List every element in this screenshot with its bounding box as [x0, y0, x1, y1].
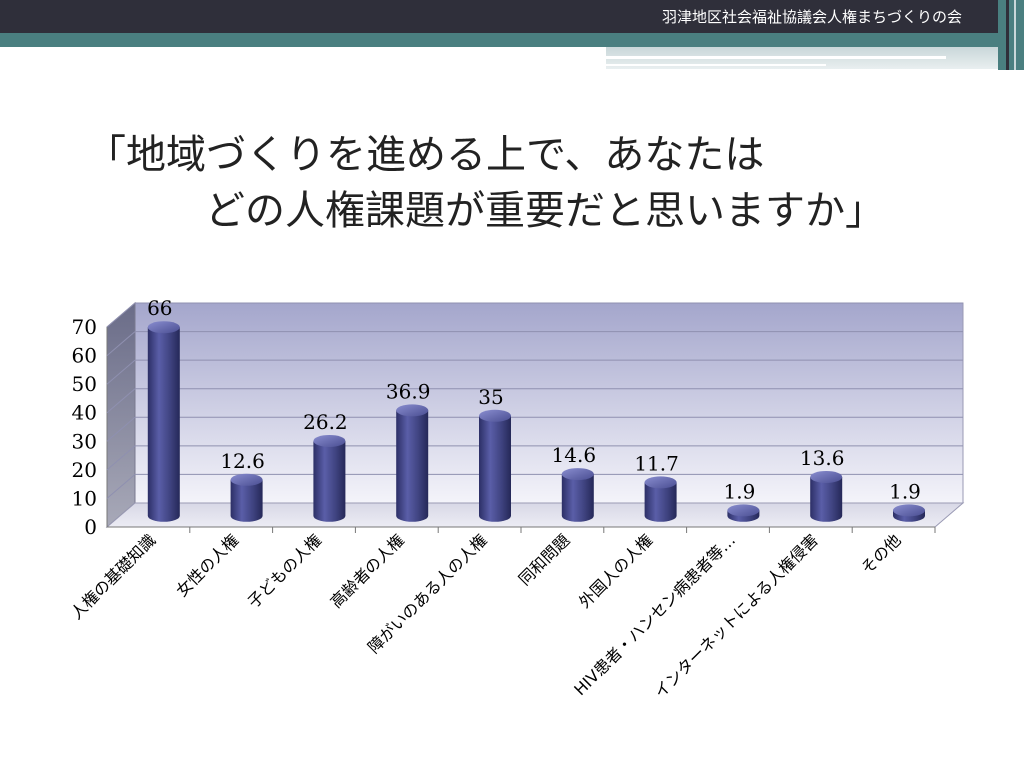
x-tick-label: 同和問題	[515, 530, 574, 589]
data-label: 35	[478, 385, 503, 409]
plot-back-wall	[134, 302, 964, 504]
data-label: 14.6	[552, 443, 597, 467]
data-label: 13.6	[800, 446, 845, 470]
bar	[893, 504, 925, 522]
y-tick-label: 40	[72, 401, 97, 425]
bar-cap	[313, 434, 346, 447]
bar-cap	[396, 404, 429, 417]
x-tick-label: 子どもの人権	[244, 530, 325, 611]
bar-body	[396, 410, 429, 522]
gridline-side	[106, 388, 136, 414]
x-tick-label: インターネットによる人権侵害	[650, 530, 821, 701]
x-tick-label: その他	[857, 530, 904, 577]
bar	[727, 504, 760, 522]
bar-cap	[893, 504, 925, 517]
y-tick-label: 20	[72, 458, 97, 482]
data-label: 1.9	[889, 479, 921, 503]
y-tick-label: 0	[84, 515, 97, 539]
header-title: 羽津地区社会福祉協議会人権まちづくりの会	[661, 8, 962, 26]
bar	[396, 404, 429, 522]
bar	[479, 409, 511, 522]
bar-cap	[810, 470, 843, 483]
data-label: 1.9	[723, 479, 755, 503]
bar-body	[147, 327, 180, 522]
bar	[147, 321, 180, 522]
bar-cap	[147, 321, 180, 334]
bar-cap	[727, 504, 760, 517]
header-line	[606, 64, 826, 66]
bar	[644, 476, 677, 522]
bar-cap	[644, 476, 677, 489]
header-right-block	[998, 0, 1024, 70]
x-tick-label: 女性の人権	[172, 530, 242, 600]
header-line	[606, 56, 946, 59]
gridline-side	[106, 302, 136, 328]
gridline-side	[106, 445, 136, 471]
data-label: 11.7	[634, 451, 679, 475]
plot-side-wall	[106, 301, 136, 529]
y-tick-label: 70	[72, 315, 97, 339]
x-tick-label: HIV患者・ハンセン病患者等…	[570, 530, 739, 699]
y-tick-label: 50	[72, 372, 97, 396]
gridline-side	[106, 474, 136, 499]
bar-body	[810, 476, 843, 522]
header-teal-band	[0, 33, 1024, 47]
data-label: 66	[147, 296, 172, 320]
x-tick-label: 人権の基礎知識	[67, 530, 160, 623]
bar-body	[561, 474, 594, 522]
header-right-stripe	[1006, 0, 1009, 70]
header-right-stripe	[1014, 0, 1016, 70]
bar	[313, 434, 346, 522]
data-label: 36.9	[386, 379, 431, 403]
slide-title-line-2: どの人権課題が重要だと思いますか」	[205, 188, 885, 234]
gridline-side	[106, 359, 136, 385]
y-tick-label: 60	[72, 344, 97, 368]
data-label: 12.6	[220, 449, 265, 473]
slide-title-line-1: 「地域づくりを進める上で、あなたは	[86, 132, 765, 178]
bar-body	[313, 440, 346, 522]
x-tick-label: 外国人の人権	[575, 530, 656, 611]
bar-cap	[561, 468, 594, 481]
bar-body	[479, 415, 511, 522]
gridline-side	[106, 331, 136, 356]
x-tick-label: 高齢者の人権	[327, 530, 408, 611]
y-tick-label: 30	[72, 429, 97, 453]
header-bar	[0, 0, 1024, 33]
bar	[561, 468, 594, 522]
bar-body	[644, 482, 677, 522]
bar	[810, 470, 843, 522]
gridline-side	[106, 416, 136, 442]
y-tick-label: 10	[72, 486, 97, 510]
bar	[230, 473, 263, 522]
bar-body	[230, 479, 263, 522]
bar-cap	[479, 409, 511, 422]
data-label: 26.2	[303, 410, 348, 434]
bar-cap	[230, 473, 263, 486]
